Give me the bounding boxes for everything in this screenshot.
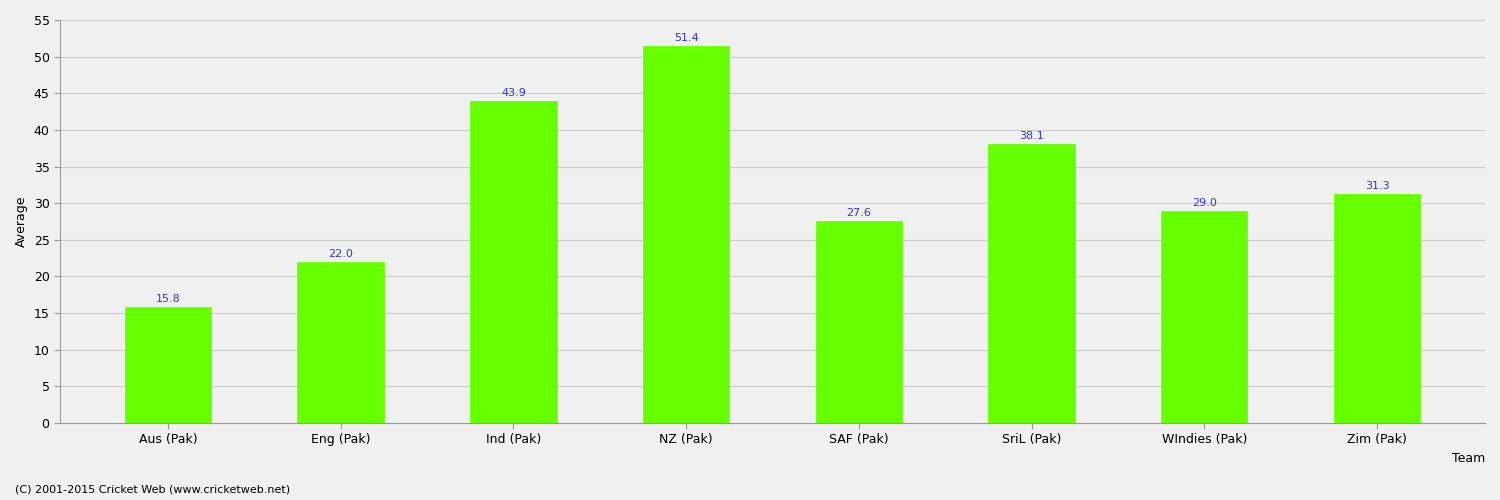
Text: 38.1: 38.1 (1019, 131, 1044, 141)
Bar (816, 221, 902, 423)
Bar (1334, 194, 1420, 423)
Y-axis label: Average: Average (15, 196, 28, 248)
Text: 27.6: 27.6 (846, 208, 871, 218)
Text: 29.0: 29.0 (1192, 198, 1216, 207)
Bar (644, 46, 729, 423)
Bar (124, 307, 211, 423)
X-axis label: Team: Team (1452, 452, 1485, 465)
Bar (470, 102, 556, 423)
Text: (C) 2001-2015 Cricket Web (www.cricketweb.net): (C) 2001-2015 Cricket Web (www.cricketwe… (15, 485, 290, 495)
Bar (297, 262, 384, 423)
Text: 31.3: 31.3 (1365, 180, 1389, 190)
Text: 43.9: 43.9 (501, 88, 526, 99)
Bar (1161, 210, 1248, 423)
Bar (988, 144, 1076, 423)
Text: 22.0: 22.0 (328, 249, 352, 259)
Text: 15.8: 15.8 (156, 294, 180, 304)
Text: 51.4: 51.4 (674, 34, 699, 43)
